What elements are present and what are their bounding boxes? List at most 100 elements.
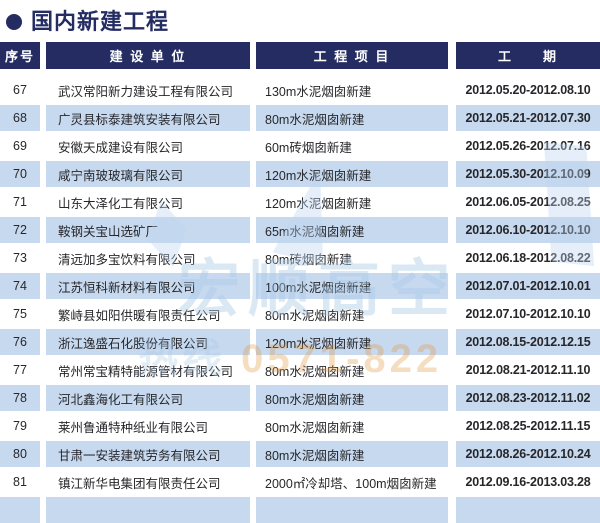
project-name: 65m水泥烟囱新建: [256, 217, 448, 243]
company-name: 清远加多宝饮料有限公司: [46, 245, 250, 271]
row-number: 75: [0, 301, 40, 327]
column-divider: [448, 77, 456, 103]
company-name: 鞍钢关宝山选矿厂: [46, 217, 250, 243]
table-row: 74 江苏恒科新材料有限公司 100m水泥烟囱新建 2012.07.01-201…: [0, 273, 600, 299]
project-name: 80m水泥烟囱新建: [256, 441, 448, 467]
row-number: 74: [0, 273, 40, 299]
section-title-bar: 国内新建工程: [6, 7, 169, 37]
row-number: 69: [0, 133, 40, 159]
company-name: 武汉常阳新力建设工程有限公司: [46, 77, 250, 103]
column-divider: [448, 105, 456, 131]
table-row: 79 莱州鲁通特种纸业有限公司 80m水泥烟囱新建 2012.08.25-201…: [0, 413, 600, 439]
company-name: 河北鑫海化工有限公司: [46, 385, 250, 411]
project-name: 120m水泥烟囱新建: [256, 161, 448, 187]
project-name: 2000㎡冷却塔、100m烟囱新建: [256, 469, 448, 495]
project-period: 2012.05.21-2012.07.30: [456, 105, 600, 131]
table-body: 67 武汉常阳新力建设工程有限公司 130m水泥烟囱新建 2012.05.20-…: [0, 77, 600, 497]
company-name: 甘肃一安装建筑劳务有限公司: [46, 441, 250, 467]
table-row: 76 浙江逸盛石化股份有限公司 120m水泥烟囱新建 2012.08.15-20…: [0, 329, 600, 355]
column-divider: [448, 245, 456, 271]
table-row: 77 常州常宝精特能源管材有限公司 80m水泥烟囱新建 2012.08.21-2…: [0, 357, 600, 383]
row-number: 71: [0, 189, 40, 215]
row-number: 78: [0, 385, 40, 411]
row-number: 70: [0, 161, 40, 187]
project-period: 2012.06.05-2012.08.25: [456, 189, 600, 215]
table-row: 71 山东大泽化工有限公司 120m水泥烟囱新建 2012.06.05-2012…: [0, 189, 600, 215]
row-number: 76: [0, 329, 40, 355]
company-name: 广灵县标泰建筑安装有限公司: [46, 105, 250, 131]
table-row: 73 清远加多宝饮料有限公司 80m砖烟囱新建 2012.06.18-2012.…: [0, 245, 600, 271]
project-period: 2012.08.15-2012.12.15: [456, 329, 600, 355]
row-number: 79: [0, 413, 40, 439]
column-divider: [448, 42, 456, 69]
table-row: 69 安徽天成建设有限公司 60m砖烟囱新建 2012.05.26-2012.0…: [0, 133, 600, 159]
row-number: 73: [0, 245, 40, 271]
column-divider: [448, 385, 456, 411]
page-title: 国内新建工程: [31, 9, 170, 34]
company-name: 咸宁南玻玻璃有限公司: [46, 161, 250, 187]
column-divider: [448, 217, 456, 243]
table-header: 序号 建 设 单 位 工 程 项 目 工 期: [0, 42, 600, 69]
column-divider: [448, 357, 456, 383]
project-period: 2012.05.30-2012.10.09: [456, 161, 600, 187]
project-period: 2012.07.01-2012.10.01: [456, 273, 600, 299]
project-period: 2012.06.18-2012.08.22: [456, 245, 600, 271]
company-name: 山东大泽化工有限公司: [46, 189, 250, 215]
project-name: 80m砖烟囱新建: [256, 245, 448, 271]
company-name: 莱州鲁通特种纸业有限公司: [46, 413, 250, 439]
row-number: 80: [0, 441, 40, 467]
header-no: 序号: [0, 42, 40, 69]
column-divider: [448, 301, 456, 327]
table-row: 75 繁峙县如阳供暖有限责任公司 80m水泥烟囱新建 2012.07.10-20…: [0, 301, 600, 327]
project-period: 2012.08.25-2012.11.15: [456, 413, 600, 439]
table-row: 70 咸宁南玻玻璃有限公司 120m水泥烟囱新建 2012.05.30-2012…: [0, 161, 600, 187]
company-name: 安徽天成建设有限公司: [46, 133, 250, 159]
project-period: 2012.08.26-2012.10.24: [456, 441, 600, 467]
partial-next-row: [0, 497, 600, 523]
project-name: 80m水泥烟囱新建: [256, 357, 448, 383]
project-period: 2012.06.10-2012.10.10: [456, 217, 600, 243]
row-number: 67: [0, 77, 40, 103]
row-number: 77: [0, 357, 40, 383]
column-divider: [448, 273, 456, 299]
table-row: 80 甘肃一安装建筑劳务有限公司 80m水泥烟囱新建 2012.08.26-20…: [0, 441, 600, 467]
project-name: 80m水泥烟囱新建: [256, 385, 448, 411]
column-divider: [448, 189, 456, 215]
project-name: 120m水泥烟囱新建: [256, 329, 448, 355]
company-name: 镇江新华电集团有限责任公司: [46, 469, 250, 495]
company-name: 繁峙县如阳供暖有限责任公司: [46, 301, 250, 327]
project-name: 130m水泥烟囱新建: [256, 77, 448, 103]
project-period: 2012.08.23-2012.11.02: [456, 385, 600, 411]
row-number: 81: [0, 469, 40, 495]
column-divider: [448, 469, 456, 495]
column-divider: [448, 161, 456, 187]
company-name: 浙江逸盛石化股份有限公司: [46, 329, 250, 355]
project-name: 60m砖烟囱新建: [256, 133, 448, 159]
project-name: 100m水泥烟囱新建: [256, 273, 448, 299]
column-divider: [448, 329, 456, 355]
project-name: 80m水泥烟囱新建: [256, 301, 448, 327]
project-period: 2012.08.21-2012.11.10: [456, 357, 600, 383]
project-name: 80m水泥烟囱新建: [256, 413, 448, 439]
table-row: 67 武汉常阳新力建设工程有限公司 130m水泥烟囱新建 2012.05.20-…: [0, 77, 600, 103]
project-period: 2012.09.16-2013.03.28: [456, 469, 600, 495]
table-row: 78 河北鑫海化工有限公司 80m水泥烟囱新建 2012.08.23-2012.…: [0, 385, 600, 411]
table-row: 81 镇江新华电集团有限责任公司 2000㎡冷却塔、100m烟囱新建 2012.…: [0, 469, 600, 495]
header-project: 工 程 项 目: [256, 42, 448, 69]
header-period: 工 期: [456, 42, 600, 69]
row-number: 72: [0, 217, 40, 243]
project-period: 2012.07.10-2012.10.10: [456, 301, 600, 327]
column-divider: [448, 133, 456, 159]
column-divider: [448, 441, 456, 467]
project-period: 2012.05.26-2012.07.16: [456, 133, 600, 159]
project-name: 80m水泥烟囱新建: [256, 105, 448, 131]
column-divider: [448, 413, 456, 439]
project-period: 2012.05.20-2012.08.10: [456, 77, 600, 103]
company-name: 常州常宝精特能源管材有限公司: [46, 357, 250, 383]
company-name: 江苏恒科新材料有限公司: [46, 273, 250, 299]
row-number: 68: [0, 105, 40, 131]
table-row: 68 广灵县标泰建筑安装有限公司 80m水泥烟囱新建 2012.05.21-20…: [0, 105, 600, 131]
bullet-icon: [6, 14, 22, 30]
table-row: 72 鞍钢关宝山选矿厂 65m水泥烟囱新建 2012.06.10-2012.10…: [0, 217, 600, 243]
header-company: 建 设 单 位: [46, 42, 250, 69]
